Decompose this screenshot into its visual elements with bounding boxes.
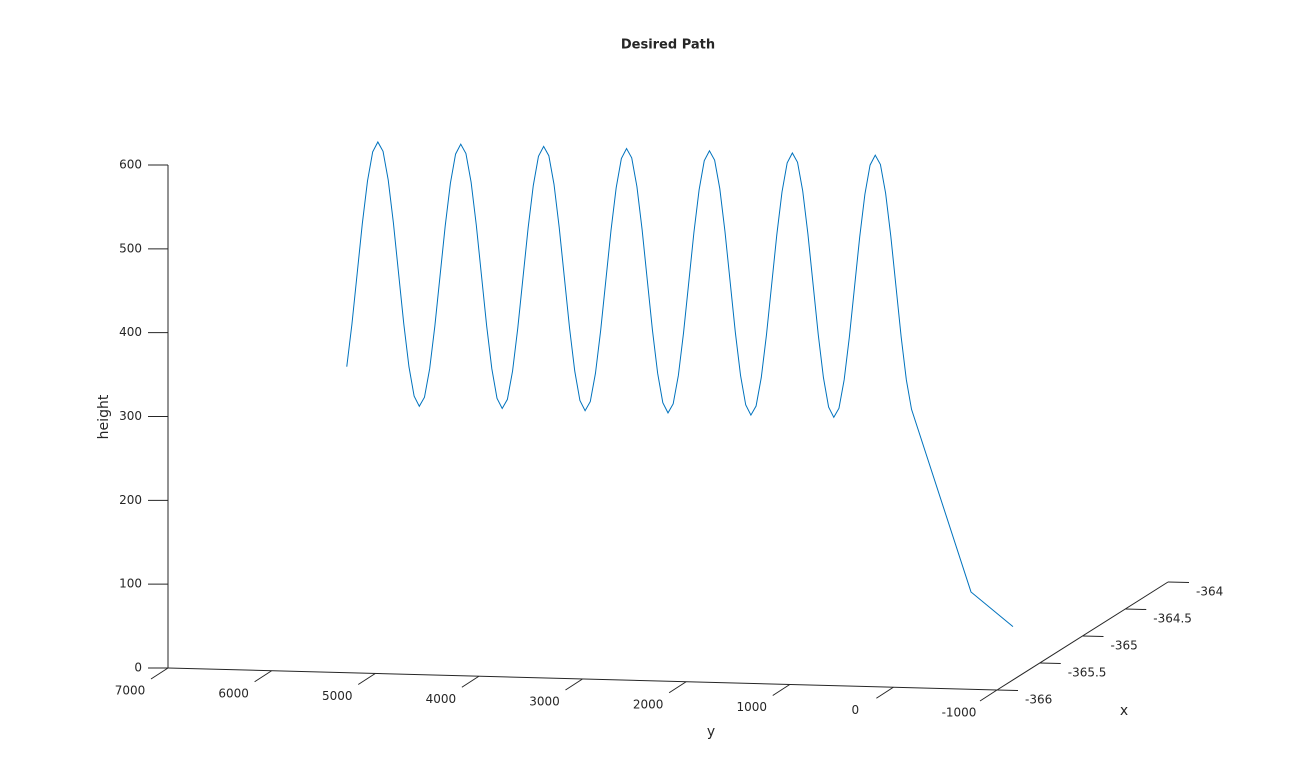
x-tick-label: -364 — [1196, 585, 1223, 599]
z-tick-label: 100 — [119, 577, 142, 591]
x-tick-label: -364.5 — [1153, 612, 1192, 626]
y-tick — [772, 684, 791, 696]
data-line — [346, 140, 1014, 627]
x-tick — [1039, 662, 1061, 664]
y-tick — [979, 689, 998, 702]
z-tick-label: 0 — [134, 661, 142, 675]
y-tick-label: 2000 — [633, 697, 664, 711]
x-tick — [1082, 635, 1104, 637]
x-tick — [1167, 581, 1190, 583]
y-tick-label: -1000 — [942, 706, 977, 720]
x-tick-label: -366 — [1025, 693, 1052, 707]
x-tick-label: -365 — [1111, 639, 1138, 653]
y-tick — [565, 678, 583, 691]
y-tick-label: 6000 — [218, 686, 249, 700]
y-tick-label: 7000 — [115, 684, 146, 698]
y-tick-label: 5000 — [322, 689, 353, 703]
z-tick-label: 300 — [119, 409, 142, 423]
x-axis-label: x — [1120, 703, 1128, 719]
y-tick — [668, 681, 687, 694]
y-tick-label: 1000 — [736, 700, 767, 714]
z-tick-label: 200 — [119, 493, 142, 507]
y-tick — [357, 673, 376, 685]
y-tick — [254, 670, 272, 683]
y-tick-label: 4000 — [426, 692, 457, 706]
z-axis-label: height — [96, 394, 112, 439]
y-tick-label: 3000 — [529, 695, 560, 709]
z-tick-label: 400 — [119, 325, 142, 339]
x-tick-label: -365.5 — [1068, 666, 1107, 680]
y-tick — [461, 675, 480, 688]
z-tick-label: 600 — [119, 158, 142, 172]
chart-title: Desired Path — [621, 38, 715, 53]
y-tick — [150, 667, 169, 680]
y-tick — [876, 686, 894, 699]
y-tick-label: 0 — [852, 703, 860, 717]
x-tick — [996, 689, 1019, 691]
y-axis-label: y — [707, 724, 715, 740]
x-tick — [1125, 608, 1147, 610]
z-tick-label: 500 — [119, 241, 142, 255]
